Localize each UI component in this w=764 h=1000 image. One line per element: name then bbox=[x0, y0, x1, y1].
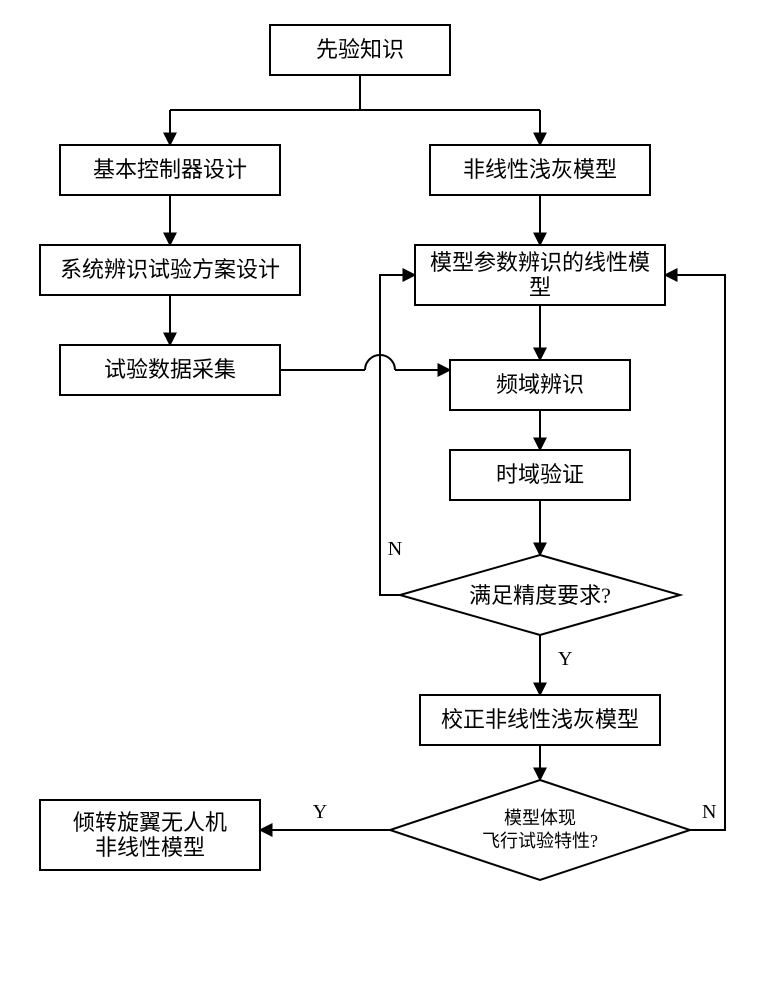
node-prior-label: 先验知识 bbox=[316, 37, 404, 62]
node-plan-label: 系统辨识试验方案设计 bbox=[60, 257, 280, 282]
node-collect-label: 试验数据采集 bbox=[104, 357, 236, 382]
node-correct-label: 校正非线性浅灰模型 bbox=[441, 707, 639, 732]
node-accuracy-label: 满足精度要求? bbox=[469, 583, 611, 608]
node-time-label: 时域验证 bbox=[496, 462, 584, 487]
node-freq-label: 频域辨识 bbox=[496, 372, 584, 397]
label-accuracy-no: N bbox=[388, 538, 402, 560]
node-linear-label-2: 型 bbox=[529, 275, 551, 300]
edge-flight-no bbox=[665, 275, 725, 830]
node-flight-label-2: 飞行试验特性? bbox=[482, 831, 598, 851]
node-final-label-1: 倾转旋翼无人机 bbox=[73, 810, 227, 835]
node-flight bbox=[390, 780, 690, 880]
label-flight-no: N bbox=[702, 801, 716, 823]
node-linear-label-1: 模型参数辨识的线性模 bbox=[430, 250, 650, 275]
node-ctrl-label: 基本控制器设计 bbox=[93, 157, 247, 182]
flowchart: N Y Y N 先验知识 基本控制器设计 非线性浅灰模型 系统辨识试验方案设计 … bbox=[0, 0, 764, 1000]
label-flight-yes: Y bbox=[313, 801, 327, 823]
node-final-label-2: 非线性模型 bbox=[95, 835, 205, 860]
node-grey-label: 非线性浅灰模型 bbox=[463, 157, 617, 182]
label-accuracy-yes: Y bbox=[558, 648, 572, 670]
node-flight-label-1: 模型体现 bbox=[504, 808, 576, 828]
